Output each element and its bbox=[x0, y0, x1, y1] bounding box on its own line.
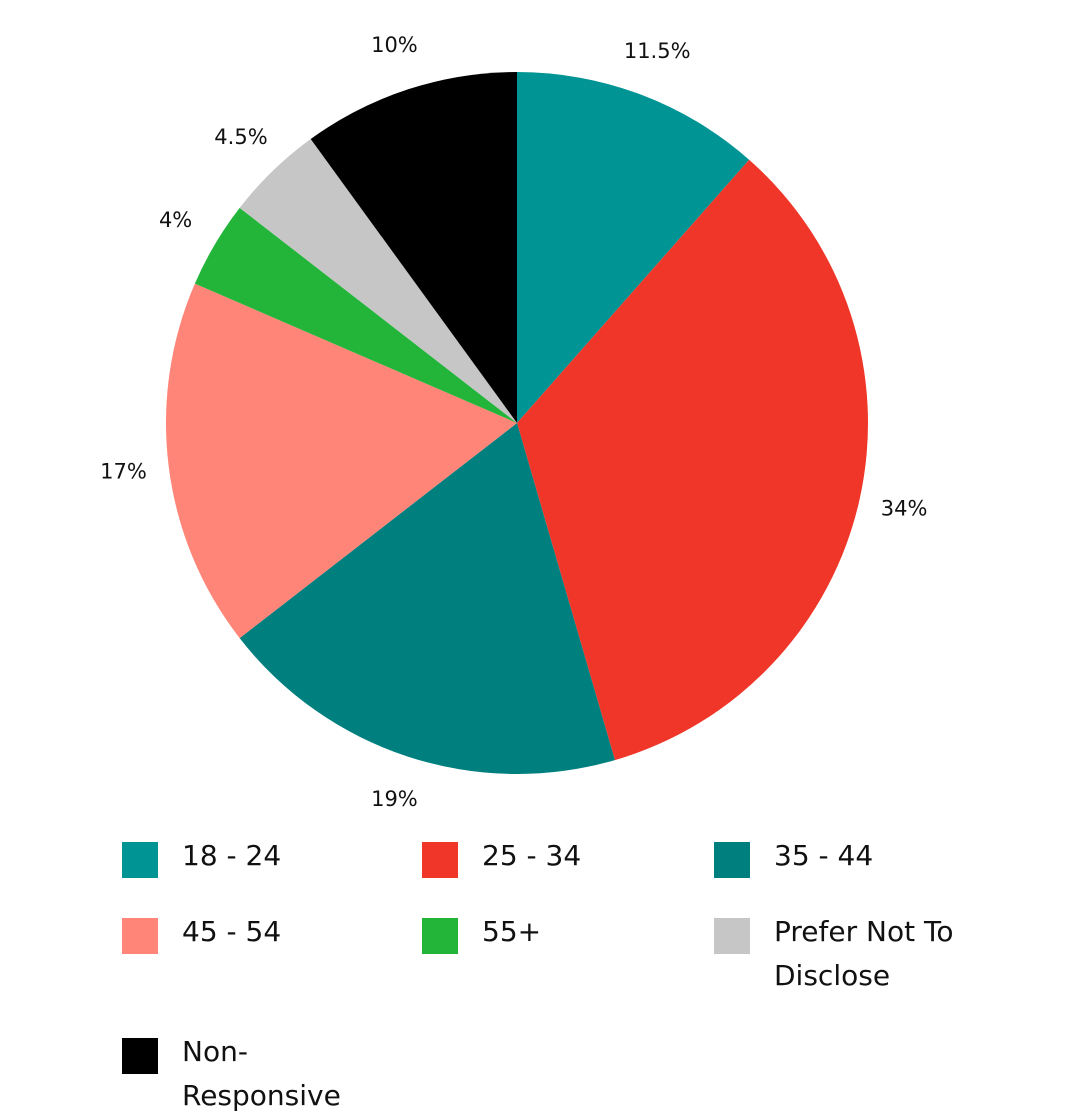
legend-item: Non-Responsive bbox=[122, 1035, 422, 1118]
pie-slice bbox=[517, 72, 750, 423]
chart: 11.5% 34% 19% 17% 4% 4.5% 10% bbox=[100, 33, 928, 811]
legend-label: 45 - 54 bbox=[182, 915, 282, 948]
legend-swatch bbox=[422, 842, 458, 878]
legend-item: Prefer Not To Disclose bbox=[714, 915, 1014, 998]
legend-item: 45 - 54 bbox=[122, 915, 422, 998]
value-label: 11.5% bbox=[624, 39, 691, 63]
pie-slice bbox=[310, 72, 517, 423]
legend-label: 25 - 34 bbox=[482, 839, 582, 872]
legend-item: 18 - 24 bbox=[122, 839, 422, 878]
legend-label: 35 - 44 bbox=[774, 839, 874, 872]
pie-slice bbox=[517, 159, 868, 761]
legend-swatch bbox=[714, 842, 750, 878]
value-label: 17% bbox=[100, 460, 147, 484]
pie-slice bbox=[239, 139, 518, 423]
legend-label: Prefer Not To Disclose bbox=[774, 915, 954, 992]
legend-swatch bbox=[122, 1038, 158, 1074]
legend-swatch bbox=[122, 842, 158, 878]
legend: 18 - 24 25 - 34 35 - 44 45 - 54 55+ Prefer No… bbox=[122, 839, 1022, 1118]
legend-swatch bbox=[714, 918, 750, 954]
legend-swatch bbox=[122, 918, 158, 954]
value-label: 4.5% bbox=[214, 125, 267, 149]
legend-label: 18 - 24 bbox=[182, 839, 282, 872]
pie-slice bbox=[194, 207, 517, 423]
pie-slice bbox=[166, 283, 518, 639]
value-label: 4% bbox=[159, 208, 192, 232]
legend-label: 55+ bbox=[482, 915, 542, 948]
legend-item: 25 - 34 bbox=[422, 839, 714, 878]
legend-label: Non-Responsive bbox=[182, 1035, 341, 1112]
legend-item: 35 - 44 bbox=[714, 839, 1014, 878]
value-label: 19% bbox=[371, 787, 418, 811]
value-label: 34% bbox=[881, 497, 928, 521]
legend-item: 55+ bbox=[422, 915, 714, 998]
page: {"chart_data": {"type": "pie", "categori… bbox=[100, 32, 954, 1112]
value-label: 10% bbox=[371, 33, 418, 57]
pie-slice bbox=[239, 423, 615, 774]
legend-swatch bbox=[422, 918, 458, 954]
